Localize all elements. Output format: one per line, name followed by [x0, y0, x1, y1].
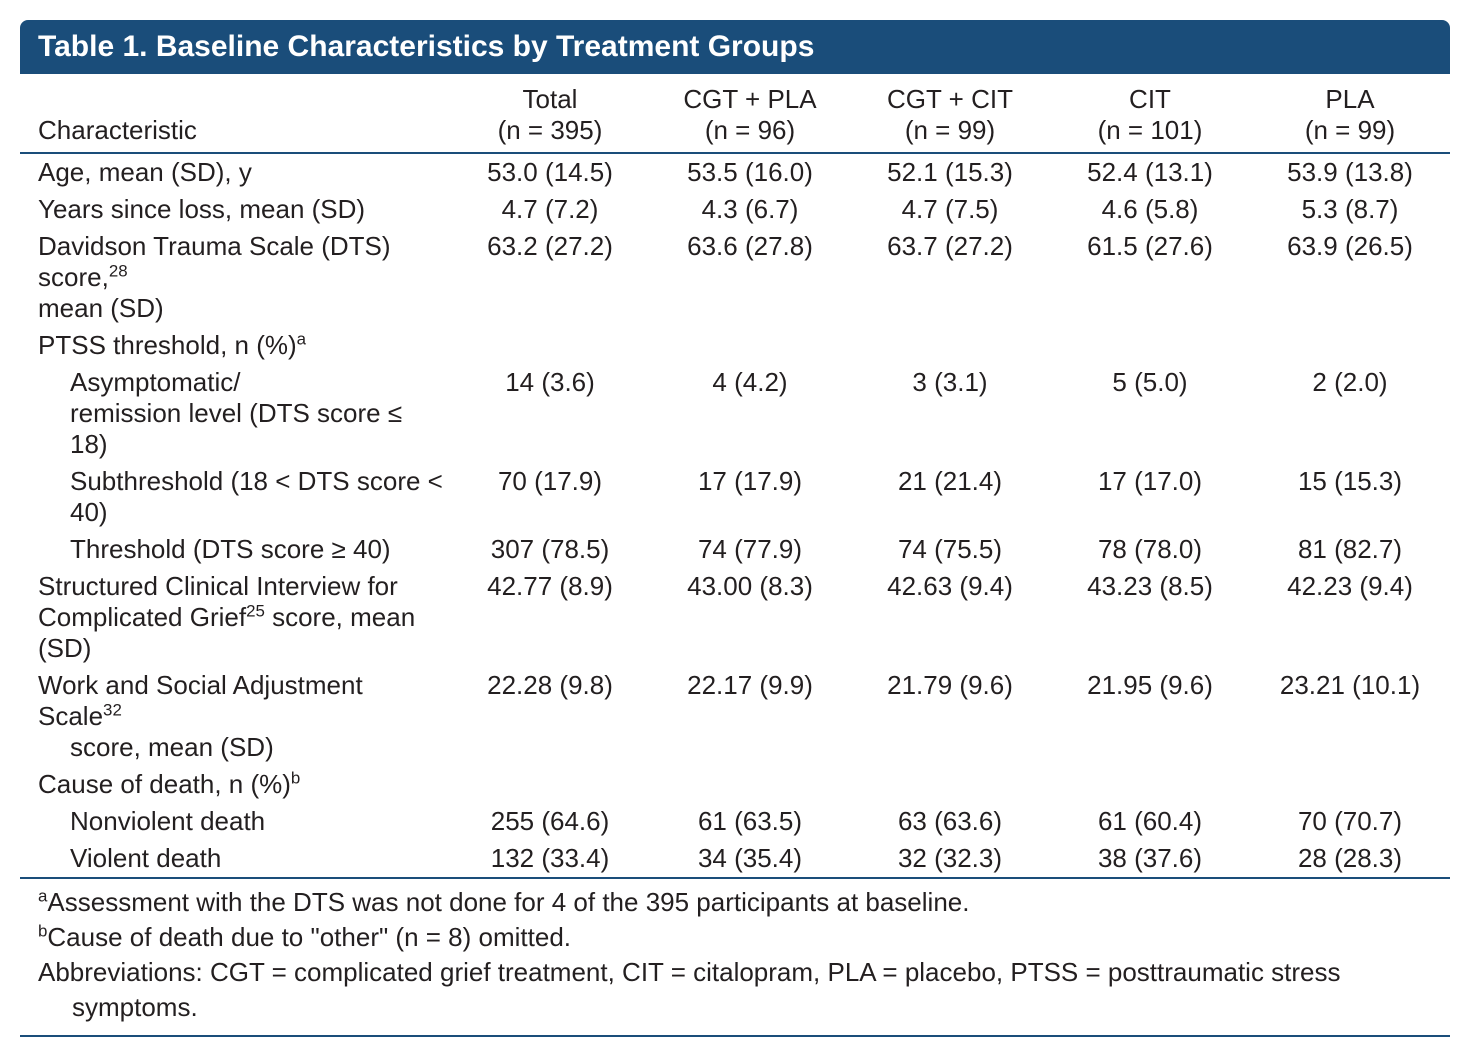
baseline-characteristics-table: Characteristic Total(n = 395) CGT + PLA(…: [20, 74, 1450, 879]
table-title: Table 1. Baseline Characteristics by Tre…: [20, 20, 1450, 74]
cell: 4 (4.2): [650, 364, 850, 463]
row-label: PTSS threshold, n (%)a: [20, 327, 450, 364]
row-label: Threshold (DTS score ≥ 40): [20, 531, 450, 568]
row-label: Violent death: [20, 840, 450, 878]
table-row: Age, mean (SD), y 53.0 (14.5) 53.5 (16.0…: [20, 153, 1450, 191]
cell: 53.5 (16.0): [650, 153, 850, 191]
cell: 38 (37.6): [1050, 840, 1250, 878]
cell: 255 (64.6): [450, 803, 650, 840]
cell: 52.4 (13.1): [1050, 153, 1250, 191]
footnote-a: aAssessment with the DTS was not done fo…: [38, 885, 1432, 920]
footnote-abbr: Abbreviations: CGT = complicated grief t…: [38, 955, 1432, 1025]
row-label: Subthreshold (18 < DTS score < 40): [20, 463, 450, 531]
cell: 17 (17.0): [1050, 463, 1250, 531]
cell: 70 (17.9): [450, 463, 650, 531]
row-label: Nonviolent death: [20, 803, 450, 840]
cell: 28 (28.3): [1250, 840, 1450, 878]
col-cgt-pla: CGT + PLA(n = 96): [650, 74, 850, 153]
row-label: Years since loss, mean (SD): [20, 191, 450, 228]
cell: 3 (3.1): [850, 364, 1050, 463]
cell: 17 (17.9): [650, 463, 850, 531]
cell: 61.5 (27.6): [1050, 228, 1250, 327]
cell: 23.21 (10.1): [1250, 667, 1450, 766]
cell: 43.00 (8.3): [650, 568, 850, 667]
table-row: Davidson Trauma Scale (DTS) score,28 mea…: [20, 228, 1450, 327]
cell: 4.7 (7.2): [450, 191, 650, 228]
cell: 307 (78.5): [450, 531, 650, 568]
cell: 53.9 (13.8): [1250, 153, 1450, 191]
col-pla: PLA(n = 99): [1250, 74, 1450, 153]
cell: 21 (21.4): [850, 463, 1050, 531]
cell: 81 (82.7): [1250, 531, 1450, 568]
row-label: Work and Social Adjustment Scale32 score…: [20, 667, 450, 766]
table-footnotes: aAssessment with the DTS was not done fo…: [20, 879, 1450, 1037]
cell: 21.79 (9.6): [850, 667, 1050, 766]
row-label: Davidson Trauma Scale (DTS) score,28 mea…: [20, 228, 450, 327]
cell: 15 (15.3): [1250, 463, 1450, 531]
cell: 14 (3.6): [450, 364, 650, 463]
footnote-b: bCause of death due to "other" (n = 8) o…: [38, 920, 1432, 955]
row-label: Asymptomatic/ remission level (DTS score…: [20, 364, 450, 463]
cell: 34 (35.4): [650, 840, 850, 878]
table-row: Asymptomatic/ remission level (DTS score…: [20, 364, 1450, 463]
col-characteristic: Characteristic: [20, 74, 450, 153]
cell: 43.23 (8.5): [1050, 568, 1250, 667]
table-row: Cause of death, n (%)b: [20, 766, 1450, 803]
cell: 63.6 (27.8): [650, 228, 850, 327]
table-header-row: Characteristic Total(n = 395) CGT + PLA(…: [20, 74, 1450, 153]
cell: 2 (2.0): [1250, 364, 1450, 463]
cell: 70 (70.7): [1250, 803, 1450, 840]
cell: 32 (32.3): [850, 840, 1050, 878]
cell: 22.28 (9.8): [450, 667, 650, 766]
cell: 63.2 (27.2): [450, 228, 650, 327]
cell: 78 (78.0): [1050, 531, 1250, 568]
table-row: Years since loss, mean (SD) 4.7 (7.2) 4.…: [20, 191, 1450, 228]
col-cit: CIT(n = 101): [1050, 74, 1250, 153]
cell: 63.7 (27.2): [850, 228, 1050, 327]
table-row: Violent death 132 (33.4) 34 (35.4) 32 (3…: [20, 840, 1450, 878]
cell: 52.1 (15.3): [850, 153, 1050, 191]
table-row: Subthreshold (18 < DTS score < 40) 70 (1…: [20, 463, 1450, 531]
col-cgt-cit: CGT + CIT(n = 99): [850, 74, 1050, 153]
cell: 22.17 (9.9): [650, 667, 850, 766]
cell: 63.9 (26.5): [1250, 228, 1450, 327]
cell: 21.95 (9.6): [1050, 667, 1250, 766]
table-row: Work and Social Adjustment Scale32 score…: [20, 667, 1450, 766]
table-1: Table 1. Baseline Characteristics by Tre…: [20, 20, 1450, 1037]
cell: 61 (60.4): [1050, 803, 1250, 840]
table-row: Structured Clinical Interview for Compli…: [20, 568, 1450, 667]
cell: 4.3 (6.7): [650, 191, 850, 228]
cell: 61 (63.5): [650, 803, 850, 840]
cell: 42.77 (8.9): [450, 568, 650, 667]
cell: 63 (63.6): [850, 803, 1050, 840]
col-total: Total(n = 395): [450, 74, 650, 153]
cell: 74 (77.9): [650, 531, 850, 568]
cell: 4.6 (5.8): [1050, 191, 1250, 228]
table-row: Nonviolent death 255 (64.6) 61 (63.5) 63…: [20, 803, 1450, 840]
cell: 74 (75.5): [850, 531, 1050, 568]
cell: 4.7 (7.5): [850, 191, 1050, 228]
table-row: PTSS threshold, n (%)a: [20, 327, 1450, 364]
cell: 5.3 (8.7): [1250, 191, 1450, 228]
cell: 42.23 (9.4): [1250, 568, 1450, 667]
row-label: Cause of death, n (%)b: [20, 766, 450, 803]
cell: 5 (5.0): [1050, 364, 1250, 463]
row-label: Age, mean (SD), y: [20, 153, 450, 191]
cell: 42.63 (9.4): [850, 568, 1050, 667]
cell: 132 (33.4): [450, 840, 650, 878]
row-label: Structured Clinical Interview for Compli…: [20, 568, 450, 667]
table-row: Threshold (DTS score ≥ 40) 307 (78.5) 74…: [20, 531, 1450, 568]
cell: 53.0 (14.5): [450, 153, 650, 191]
